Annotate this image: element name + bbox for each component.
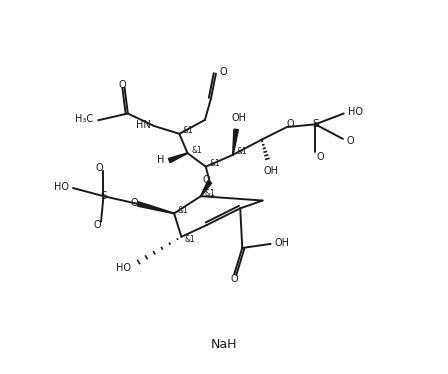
Text: HN: HN xyxy=(137,120,151,130)
Text: O: O xyxy=(316,153,324,162)
Text: HO: HO xyxy=(116,263,131,273)
Text: &1: &1 xyxy=(183,126,194,135)
Text: H: H xyxy=(157,154,164,165)
Text: OH: OH xyxy=(232,113,247,123)
Text: O: O xyxy=(347,136,354,146)
Text: OH: OH xyxy=(275,238,290,248)
Polygon shape xyxy=(201,181,212,196)
Text: H₃C: H₃C xyxy=(75,114,93,124)
Text: O: O xyxy=(96,163,103,173)
Polygon shape xyxy=(138,202,174,214)
Text: HO: HO xyxy=(54,182,69,192)
Polygon shape xyxy=(233,129,238,155)
Text: O: O xyxy=(286,119,294,129)
Text: O: O xyxy=(130,198,138,208)
Text: &1: &1 xyxy=(178,206,189,215)
Text: &1: &1 xyxy=(237,147,247,156)
Text: &1: &1 xyxy=(185,235,196,244)
Text: &1: &1 xyxy=(191,145,202,154)
Text: &1: &1 xyxy=(204,188,215,197)
Text: O: O xyxy=(202,175,210,185)
Text: NaH: NaH xyxy=(211,338,237,351)
Text: O: O xyxy=(119,80,126,90)
Text: S: S xyxy=(100,191,107,201)
Text: O: O xyxy=(230,275,238,284)
Text: O: O xyxy=(220,67,228,77)
Text: &1: &1 xyxy=(209,159,220,168)
Polygon shape xyxy=(168,153,188,163)
Text: HO: HO xyxy=(348,107,363,117)
Text: O: O xyxy=(93,220,101,230)
Text: OH: OH xyxy=(263,166,278,175)
Text: S: S xyxy=(312,119,319,129)
